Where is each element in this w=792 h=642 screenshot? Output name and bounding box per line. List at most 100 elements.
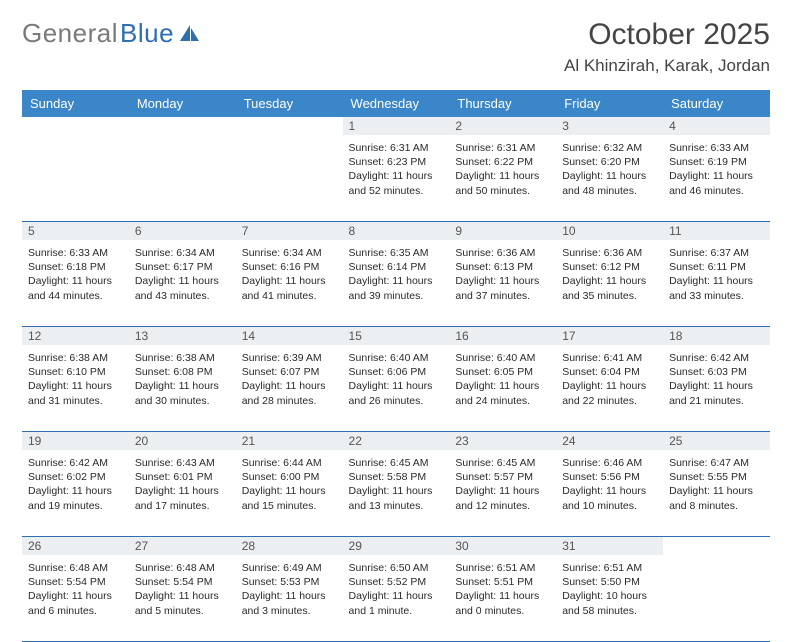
- cell-content: Sunrise: 6:44 AMSunset: 6:00 PMDaylight:…: [236, 450, 343, 536]
- sunset-text: Sunset: 6:14 PM: [349, 260, 444, 274]
- sunrise-text: Sunrise: 6:31 AM: [349, 141, 444, 155]
- sunset-text: Sunset: 6:11 PM: [669, 260, 764, 274]
- daylight-text: Daylight: 11 hours and 31 minutes.: [28, 379, 123, 407]
- calendar-cell: 17Sunrise: 6:41 AMSunset: 6:04 PMDayligh…: [556, 327, 663, 432]
- calendar-cell: 16Sunrise: 6:40 AMSunset: 6:05 PMDayligh…: [449, 327, 556, 432]
- calendar-cell: 9Sunrise: 6:36 AMSunset: 6:13 PMDaylight…: [449, 222, 556, 327]
- cell-details: Sunrise: 6:34 AMSunset: 6:16 PMDaylight:…: [242, 244, 337, 303]
- logo-sail-icon: [179, 23, 201, 45]
- calendar-cell: 2Sunrise: 6:31 AMSunset: 6:22 PMDaylight…: [449, 117, 556, 222]
- day-number: 11: [663, 222, 770, 240]
- sunrise-text: Sunrise: 6:37 AM: [669, 246, 764, 260]
- daylight-text: Daylight: 11 hours and 1 minute.: [349, 589, 444, 617]
- sunrise-text: Sunrise: 6:42 AM: [28, 456, 123, 470]
- logo-text-2: Blue: [120, 18, 174, 49]
- day-number: 31: [556, 537, 663, 555]
- daylight-text: Daylight: 11 hours and 50 minutes.: [455, 169, 550, 197]
- sunset-text: Sunset: 6:03 PM: [669, 365, 764, 379]
- weekday-header: Saturday: [663, 90, 770, 117]
- daylight-text: Daylight: 11 hours and 35 minutes.: [562, 274, 657, 302]
- sunset-text: Sunset: 6:07 PM: [242, 365, 337, 379]
- cell-details: Sunrise: 6:46 AMSunset: 5:56 PMDaylight:…: [562, 454, 657, 513]
- daylight-text: Daylight: 11 hours and 44 minutes.: [28, 274, 123, 302]
- sunrise-text: Sunrise: 6:44 AM: [242, 456, 337, 470]
- sunrise-text: Sunrise: 6:40 AM: [349, 351, 444, 365]
- sunrise-text: Sunrise: 6:49 AM: [242, 561, 337, 575]
- cell-content: Sunrise: 6:34 AMSunset: 6:16 PMDaylight:…: [236, 240, 343, 326]
- sunset-text: Sunset: 6:13 PM: [455, 260, 550, 274]
- daylight-text: Daylight: 11 hours and 5 minutes.: [135, 589, 230, 617]
- daylight-text: Daylight: 11 hours and 8 minutes.: [669, 484, 764, 512]
- calendar-cell: 26Sunrise: 6:48 AMSunset: 5:54 PMDayligh…: [22, 537, 129, 642]
- daylight-text: Daylight: 11 hours and 33 minutes.: [669, 274, 764, 302]
- daylight-text: Daylight: 11 hours and 28 minutes.: [242, 379, 337, 407]
- cell-content: [129, 121, 236, 207]
- day-number: 2: [449, 117, 556, 135]
- sunset-text: Sunset: 6:02 PM: [28, 470, 123, 484]
- cell-details: Sunrise: 6:48 AMSunset: 5:54 PMDaylight:…: [28, 559, 123, 618]
- cell-content: Sunrise: 6:38 AMSunset: 6:10 PMDaylight:…: [22, 345, 129, 431]
- day-number: 25: [663, 432, 770, 450]
- cell-details: Sunrise: 6:51 AMSunset: 5:50 PMDaylight:…: [562, 559, 657, 618]
- daylight-text: Daylight: 11 hours and 26 minutes.: [349, 379, 444, 407]
- sunrise-text: Sunrise: 6:31 AM: [455, 141, 550, 155]
- daylight-text: Daylight: 11 hours and 43 minutes.: [135, 274, 230, 302]
- calendar-cell: 25 Sunrise: 6:47 AMSunset: 5:55 PMDayligh…: [663, 432, 770, 537]
- sunrise-text: Sunrise: 6:32 AM: [562, 141, 657, 155]
- daylight-text: Daylight: 11 hours and 41 minutes.: [242, 274, 337, 302]
- sunrise-text: Sunrise: 6:46 AM: [562, 456, 657, 470]
- cell-details: Sunrise: 6:47 AMSunset: 5:55 PMDaylight:…: [669, 454, 764, 513]
- day-number: 30: [449, 537, 556, 555]
- day-number: 14: [236, 327, 343, 345]
- daylight-text: Daylight: 11 hours and 12 minutes.: [455, 484, 550, 512]
- daylight-text: Daylight: 11 hours and 22 minutes.: [562, 379, 657, 407]
- calendar-cell: 14Sunrise: 6:39 AMSunset: 6:07 PMDayligh…: [236, 327, 343, 432]
- sunset-text: Sunset: 6:12 PM: [562, 260, 657, 274]
- cell-details: Sunrise: 6:42 AMSunset: 6:02 PMDaylight:…: [28, 454, 123, 513]
- calendar-cell: 8Sunrise: 6:35 AMSunset: 6:14 PMDaylight…: [343, 222, 450, 327]
- day-number: 12: [22, 327, 129, 345]
- sunset-text: Sunset: 6:00 PM: [242, 470, 337, 484]
- daylight-text: Daylight: 11 hours and 10 minutes.: [562, 484, 657, 512]
- day-number: 13: [129, 327, 236, 345]
- sunrise-text: Sunrise: 6:45 AM: [455, 456, 550, 470]
- calendar-body: 1 Sunrise: 6:31 AMSunset: 6:23 PMDaylight…: [22, 117, 770, 642]
- sunrise-text: Sunrise: 6:51 AM: [455, 561, 550, 575]
- day-number: 1: [343, 117, 450, 135]
- daylight-text: Daylight: 11 hours and 13 minutes.: [349, 484, 444, 512]
- calendar-page: GeneralBlue October 2025 Al Khinzirah, K…: [0, 0, 792, 612]
- calendar-cell: 24Sunrise: 6:46 AMSunset: 5:56 PMDayligh…: [556, 432, 663, 537]
- day-number: 28: [236, 537, 343, 555]
- cell-details: Sunrise: 6:50 AMSunset: 5:52 PMDaylight:…: [349, 559, 444, 618]
- sunset-text: Sunset: 6:06 PM: [349, 365, 444, 379]
- calendar-cell: 11 Sunrise: 6:37 AMSunset: 6:11 PMDayligh…: [663, 222, 770, 327]
- sunrise-text: Sunrise: 6:38 AM: [28, 351, 123, 365]
- cell-details: Sunrise: 6:34 AMSunset: 6:17 PMDaylight:…: [135, 244, 230, 303]
- logo: GeneralBlue: [22, 18, 201, 49]
- sunset-text: Sunset: 6:08 PM: [135, 365, 230, 379]
- calendar-cell: 13Sunrise: 6:38 AMSunset: 6:08 PMDayligh…: [129, 327, 236, 432]
- cell-details: Sunrise: 6:31 AMSunset: 6:23 PMDaylight:…: [349, 139, 444, 198]
- daylight-text: Daylight: 11 hours and 19 minutes.: [28, 484, 123, 512]
- calendar-week-row: 26Sunrise: 6:48 AMSunset: 5:54 PMDayligh…: [22, 537, 770, 642]
- sunset-text: Sunset: 5:50 PM: [562, 575, 657, 589]
- daylight-text: Daylight: 11 hours and 30 minutes.: [135, 379, 230, 407]
- daylight-text: Daylight: 11 hours and 39 minutes.: [349, 274, 444, 302]
- daylight-text: Daylight: 11 hours and 6 minutes.: [28, 589, 123, 617]
- sunset-text: Sunset: 6:17 PM: [135, 260, 230, 274]
- day-number: 9: [449, 222, 556, 240]
- daylight-text: Daylight: 11 hours and 0 minutes.: [455, 589, 550, 617]
- sunrise-text: Sunrise: 6:33 AM: [669, 141, 764, 155]
- daylight-text: Daylight: 11 hours and 46 minutes.: [669, 169, 764, 197]
- calendar-cell: 21Sunrise: 6:44 AMSunset: 6:00 PMDayligh…: [236, 432, 343, 537]
- cell-content: Sunrise: 6:38 AMSunset: 6:08 PMDaylight:…: [129, 345, 236, 431]
- cell-content: Sunrise: 6:42 AMSunset: 6:02 PMDaylight:…: [22, 450, 129, 536]
- cell-content: Sunrise: 6:48 AMSunset: 5:54 PMDaylight:…: [129, 555, 236, 641]
- cell-details: Sunrise: 6:33 AMSunset: 6:18 PMDaylight:…: [28, 244, 123, 303]
- calendar-cell: 27Sunrise: 6:48 AMSunset: 5:54 PMDayligh…: [129, 537, 236, 642]
- calendar-cell: 30Sunrise: 6:51 AMSunset: 5:51 PMDayligh…: [449, 537, 556, 642]
- sunrise-text: Sunrise: 6:33 AM: [28, 246, 123, 260]
- daylight-text: Daylight: 11 hours and 48 minutes.: [562, 169, 657, 197]
- calendar-week-row: 1 Sunrise: 6:31 AMSunset: 6:23 PMDaylight…: [22, 117, 770, 222]
- calendar-cell: 31 Sunrise: 6:51 AMSunset: 5:50 PMDayligh…: [556, 537, 663, 642]
